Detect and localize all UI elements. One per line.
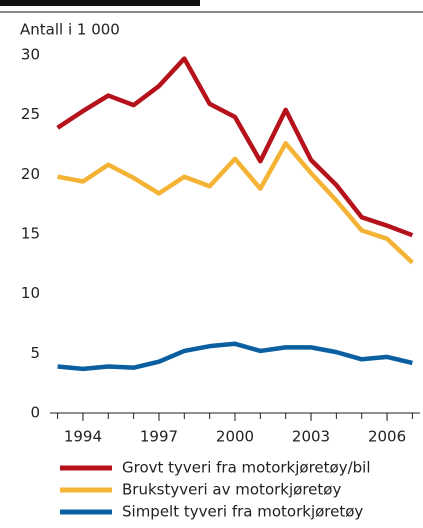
x-tick-label: 1997 — [140, 428, 178, 446]
cropped-title — [0, 0, 200, 6]
y-tick-label: 10 — [21, 284, 40, 302]
y-axis-label: Antall i 1 000 — [20, 21, 120, 39]
x-tick-label: 2006 — [368, 428, 406, 446]
legend-label: Brukstyveri av motorkjøretøy — [122, 481, 341, 499]
series-line — [57, 141, 414, 265]
legend-label: Simpelt tyveri fra motorkjøretøy — [122, 503, 363, 521]
y-tick-label: 20 — [21, 165, 40, 183]
x-tick-label: 2003 — [292, 428, 330, 446]
x-tick-label: 1994 — [64, 428, 102, 446]
x-tick-label: 2000 — [216, 428, 254, 446]
y-tick-label: 30 — [21, 46, 40, 64]
y-tick-label: 25 — [21, 105, 40, 123]
y-tick-label: 0 — [30, 404, 40, 422]
legend-label: Grovt tyveri fra motorkjøretøy/bil — [122, 459, 371, 477]
y-tick-label: 15 — [21, 225, 40, 243]
series-line — [57, 341, 413, 372]
series-line — [56, 56, 414, 238]
y-tick-label: 5 — [30, 344, 40, 362]
